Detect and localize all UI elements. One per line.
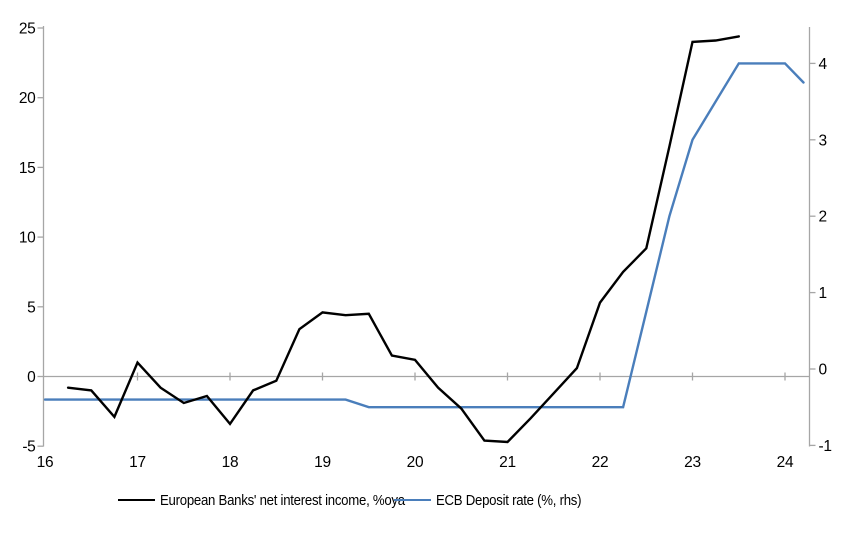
x-axis-tick-label: 16	[37, 454, 54, 471]
left-axis-tick-label: 25	[19, 21, 36, 38]
x-axis-tick-label: 18	[222, 454, 239, 471]
right-axis-tick-label: 1	[819, 285, 827, 302]
legend-item-net-interest-income: European Banks' net interest income, %oy…	[118, 491, 438, 509]
series-line-ecb-deposit-rate	[43, 62, 805, 409]
legend-label-ecb-deposit-rate: ECB Deposit rate (%, rhs)	[436, 491, 582, 509]
left-axis-tick-label: -5	[22, 439, 35, 456]
right-axis-tick-label: 3	[819, 132, 827, 149]
x-axis-tick-label: 20	[407, 454, 424, 471]
series-line-net-interest-income	[66, 35, 740, 444]
legend: European Banks' net interest income, %oy…	[0, 491, 852, 513]
left-axis-tick-label: 5	[27, 299, 35, 316]
x-axis-tick-label: 23	[684, 454, 701, 471]
x-axis-tick-label: 24	[777, 454, 794, 471]
legend-line-sample-blue	[394, 499, 431, 501]
legend-line-sample-black	[118, 499, 155, 501]
legend-label-net-interest-income: European Banks' net interest income, %oy…	[160, 491, 405, 509]
x-axis-tick-label: 21	[499, 454, 516, 471]
right-axis-tick-label: 4	[819, 56, 828, 73]
left-axis-tick-label: 0	[27, 369, 36, 386]
x-axis-tick-label: 19	[314, 454, 331, 471]
x-axis-tick-label: 17	[129, 454, 146, 471]
left-axis-tick-label: 10	[19, 230, 36, 247]
x-axis-tick-label: 22	[592, 454, 609, 471]
left-axis-tick-label: 15	[19, 160, 36, 177]
right-axis-tick-label: -1	[819, 438, 832, 455]
left-axis-tick-label: 20	[19, 90, 36, 107]
right-axis-tick-label: 2	[819, 209, 827, 226]
legend-item-ecb-deposit-rate: ECB Deposit rate (%, rhs)	[394, 491, 601, 509]
right-axis-tick-label: 0	[819, 362, 828, 379]
